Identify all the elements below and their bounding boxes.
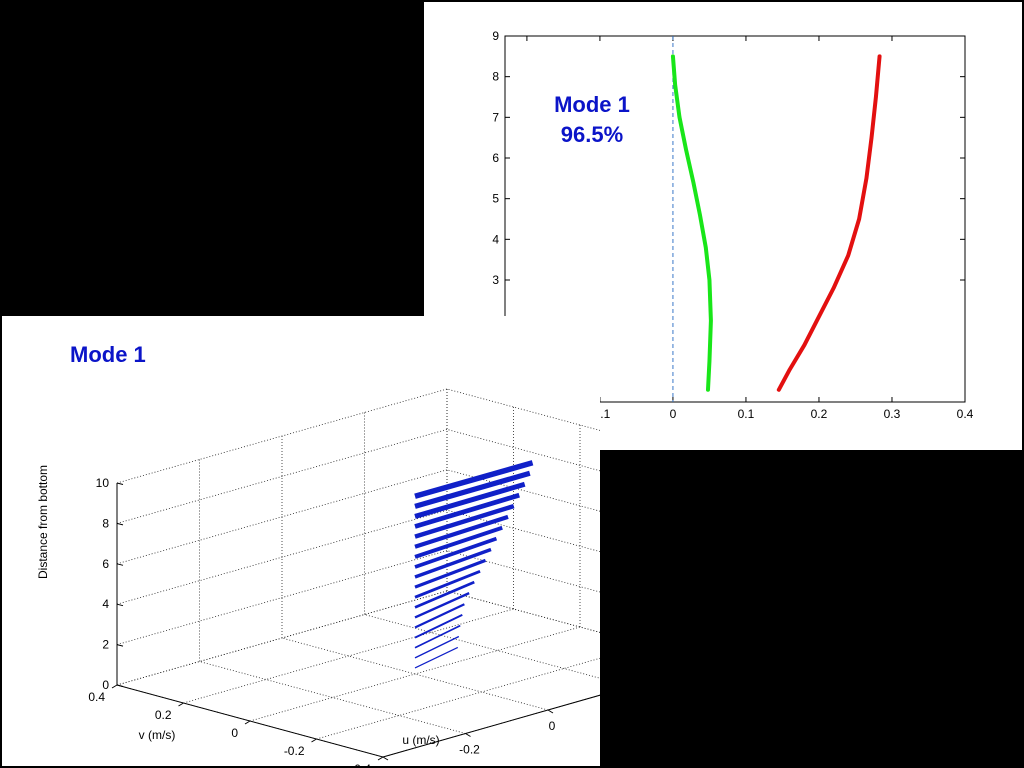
velocity-vector <box>414 492 520 529</box>
profile-mode-title: Mode 1 <box>554 92 630 117</box>
floor-grid-line <box>316 657 600 740</box>
floor-grid-line <box>199 661 466 734</box>
v-tick-label: -0.2 <box>284 744 305 758</box>
v-tick <box>311 738 317 743</box>
y-tick-label: 6 <box>492 151 499 165</box>
side-wall-grid-line <box>446 590 600 633</box>
x-tick-label: 0.1 <box>738 407 755 421</box>
floor-grid-line <box>183 608 514 704</box>
floor-grid-line <box>249 626 581 722</box>
v-tick-label: -0.4 <box>350 762 371 766</box>
y-tick-label: 3 <box>492 273 499 287</box>
u-tick-label: -0.2 <box>459 743 480 757</box>
velocity-vector <box>414 525 503 559</box>
back-wall-grid-line <box>116 509 448 605</box>
velocity-vector <box>414 558 487 589</box>
velocity-vector <box>414 635 460 659</box>
v-tick <box>178 702 184 707</box>
x-tick-label: 0.2 <box>811 407 828 421</box>
y-tick-label: 5 <box>492 192 499 206</box>
y-tick-label: 4 <box>492 232 499 246</box>
z-tick <box>116 482 124 485</box>
z-tick-label: 4 <box>102 597 109 611</box>
z-tick-label: 0 <box>102 678 109 692</box>
y-tick-label: 7 <box>492 110 499 124</box>
y-tick-label: 8 <box>492 70 499 84</box>
velocity-vector <box>414 514 509 549</box>
z-tick <box>116 603 124 607</box>
v-axis-label: v (m/s) <box>139 728 176 742</box>
floor-grid-line <box>446 590 600 633</box>
v-tick-label: 0.2 <box>155 708 172 722</box>
velocity-vector <box>414 624 461 649</box>
z-tick <box>116 522 124 526</box>
velocity-vector <box>414 536 498 569</box>
back-wall-grid-line <box>116 590 448 686</box>
z-tick-label: 6 <box>102 557 109 571</box>
x-tick-label: 0 <box>670 407 677 421</box>
velocity-vector <box>414 460 534 499</box>
side-wall-grid-line <box>446 550 600 593</box>
red-profile-line <box>776 54 882 392</box>
velocity-vector <box>414 470 531 509</box>
velocity-vector <box>414 592 470 619</box>
velocity-vector <box>414 481 526 519</box>
velocity-vector <box>414 503 515 539</box>
velocity-vector <box>414 614 463 639</box>
velocity-vector <box>414 569 481 599</box>
v-tick-label: 0.4 <box>88 690 105 704</box>
back-wall-grid-line <box>116 388 448 484</box>
vector-3d-mode-title: Mode 1 <box>70 342 146 367</box>
u-tick <box>382 756 389 761</box>
profile-mode-percent: 96.5% <box>560 122 624 147</box>
back-wall-grid-line <box>116 550 448 645</box>
z-tick-label: 10 <box>96 476 110 490</box>
velocity-vector <box>414 547 492 579</box>
side-wall-grid-line <box>446 388 600 431</box>
u-axis-label: u (m/s) <box>402 733 439 747</box>
v-tick <box>244 720 251 725</box>
y-tick-label: 9 <box>492 29 499 43</box>
velocity-vector <box>414 580 475 609</box>
v-tick-label: 0 <box>231 726 238 740</box>
u-tick <box>465 733 471 737</box>
z-tick-label: 2 <box>102 638 109 652</box>
z-tick <box>116 644 124 647</box>
back-wall-grid-line <box>116 429 448 524</box>
x-tick-label: 0.3 <box>884 407 901 421</box>
z-tick <box>116 563 124 566</box>
z-tick-label: 8 <box>102 516 109 530</box>
floor-grid-line <box>281 637 549 711</box>
z-axis-label: Distance from bottom <box>36 465 50 579</box>
velocity-vector <box>414 646 459 669</box>
profile-annotation: Mode 1 96.5% <box>542 90 642 150</box>
z-tick <box>116 684 124 687</box>
v-tick <box>111 684 118 689</box>
green-profile-line <box>670 54 713 392</box>
back-wall-grid-line <box>116 469 448 565</box>
floor-grid-line <box>364 614 600 679</box>
plot-frame <box>504 35 966 403</box>
v-tick <box>377 756 384 761</box>
velocity-vector <box>414 603 465 629</box>
x-tick-label: 0.4 <box>957 407 974 421</box>
u-tick <box>547 709 554 714</box>
u-tick-label: 0 <box>549 719 556 733</box>
